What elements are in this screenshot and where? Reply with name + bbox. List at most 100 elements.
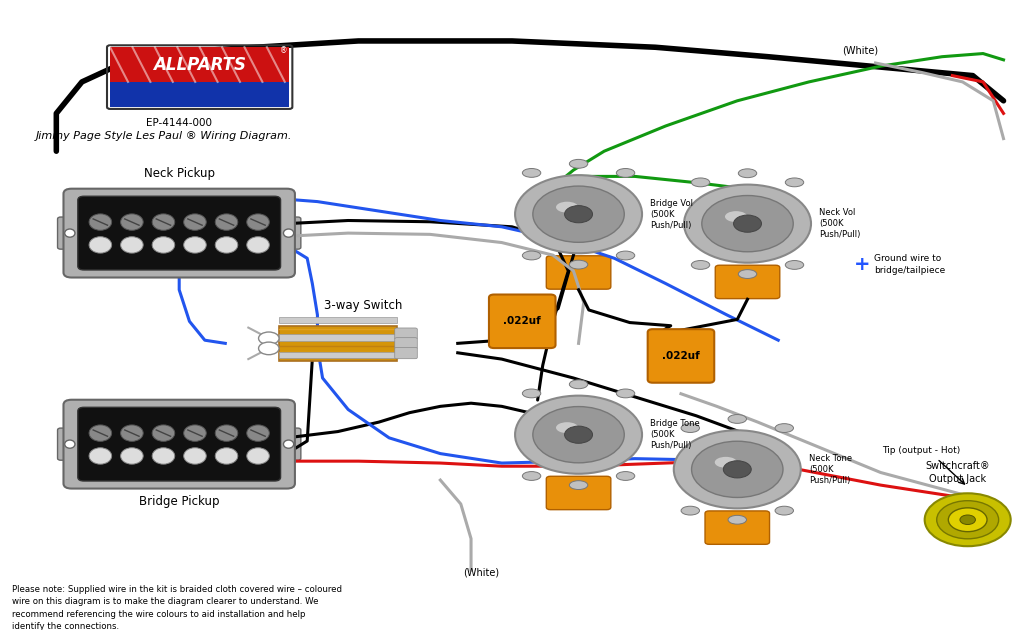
Ellipse shape (247, 237, 269, 253)
Text: Bridge Vol
(500K
Push/Pull): Bridge Vol (500K Push/Pull) (650, 198, 693, 230)
Ellipse shape (775, 507, 794, 515)
FancyBboxPatch shape (715, 265, 780, 299)
Ellipse shape (215, 448, 238, 464)
Circle shape (532, 186, 625, 243)
Ellipse shape (522, 251, 541, 260)
Bar (279, 317, 397, 323)
Ellipse shape (247, 425, 269, 441)
Circle shape (684, 185, 811, 263)
Ellipse shape (522, 168, 541, 177)
Ellipse shape (284, 440, 294, 449)
Ellipse shape (556, 202, 579, 213)
Circle shape (674, 430, 801, 508)
Text: Jimmy Page Style Les Paul ® Wiring Diagram.: Jimmy Page Style Les Paul ® Wiring Diagr… (36, 131, 292, 141)
Ellipse shape (183, 237, 206, 253)
Ellipse shape (89, 425, 112, 441)
FancyBboxPatch shape (78, 408, 281, 481)
Ellipse shape (183, 425, 206, 441)
Ellipse shape (616, 168, 635, 177)
Ellipse shape (785, 178, 804, 186)
Text: Neck Tone
(500K
Push/Pull): Neck Tone (500K Push/Pull) (809, 454, 852, 485)
Circle shape (564, 205, 593, 223)
FancyBboxPatch shape (547, 256, 610, 289)
FancyBboxPatch shape (63, 400, 295, 489)
FancyBboxPatch shape (57, 217, 82, 249)
FancyBboxPatch shape (547, 476, 610, 510)
Text: Neck Pickup: Neck Pickup (143, 167, 215, 180)
FancyBboxPatch shape (648, 329, 715, 382)
Circle shape (959, 515, 976, 525)
Text: +: + (854, 255, 870, 274)
Circle shape (515, 396, 642, 474)
Circle shape (925, 493, 1011, 546)
Ellipse shape (715, 457, 737, 468)
Text: ALLPARTS: ALLPARTS (154, 56, 246, 74)
Text: Bridge Tone
(500K
Push/Pull): Bridge Tone (500K Push/Pull) (650, 419, 700, 450)
Text: Bridge Pickup: Bridge Pickup (139, 495, 219, 508)
Text: .022uf: .022uf (504, 316, 541, 326)
Bar (279, 352, 397, 358)
FancyBboxPatch shape (395, 347, 418, 358)
Ellipse shape (569, 260, 588, 269)
Bar (279, 335, 397, 341)
Text: (White): (White) (463, 567, 500, 577)
Circle shape (723, 461, 752, 478)
Ellipse shape (153, 237, 175, 253)
Ellipse shape (775, 423, 794, 432)
Ellipse shape (247, 214, 269, 231)
Ellipse shape (556, 422, 579, 433)
Text: Switchcraft®
Output Jack: Switchcraft® Output Jack (925, 461, 990, 484)
FancyBboxPatch shape (57, 428, 82, 460)
Ellipse shape (215, 425, 238, 441)
Ellipse shape (569, 380, 588, 389)
Text: Please note: Supplied wire in the kit is braided cloth covered wire – coloured
w: Please note: Supplied wire in the kit is… (12, 585, 342, 630)
Ellipse shape (738, 270, 757, 278)
Ellipse shape (616, 472, 635, 481)
Ellipse shape (153, 425, 175, 441)
Ellipse shape (728, 515, 746, 524)
Ellipse shape (65, 440, 75, 449)
FancyBboxPatch shape (279, 326, 397, 360)
Ellipse shape (247, 448, 269, 464)
Circle shape (701, 195, 794, 252)
Circle shape (948, 508, 987, 532)
Ellipse shape (153, 214, 175, 231)
Bar (111, 82, 289, 107)
Ellipse shape (522, 472, 541, 481)
Text: ®: ® (281, 46, 288, 55)
Ellipse shape (681, 423, 699, 432)
Circle shape (564, 426, 593, 444)
Circle shape (691, 441, 783, 498)
Ellipse shape (215, 237, 238, 253)
Ellipse shape (284, 229, 294, 238)
Text: Neck Vol
(500K
Push/Pull): Neck Vol (500K Push/Pull) (819, 208, 860, 239)
Ellipse shape (121, 214, 143, 231)
Ellipse shape (183, 448, 206, 464)
FancyBboxPatch shape (395, 338, 418, 349)
Circle shape (733, 215, 762, 232)
Ellipse shape (616, 389, 635, 398)
Circle shape (937, 501, 998, 539)
Circle shape (515, 175, 642, 253)
Circle shape (258, 342, 279, 355)
Ellipse shape (89, 214, 112, 231)
Ellipse shape (121, 448, 143, 464)
Text: EP-4144-000: EP-4144-000 (146, 118, 212, 129)
Text: Ground wire to
bridge/tailpiece: Ground wire to bridge/tailpiece (874, 254, 946, 275)
Text: 3-way Switch: 3-way Switch (324, 299, 401, 312)
Ellipse shape (785, 261, 804, 270)
FancyBboxPatch shape (63, 189, 295, 277)
Ellipse shape (153, 448, 175, 464)
Text: (White): (White) (842, 45, 879, 55)
Ellipse shape (183, 214, 206, 231)
Ellipse shape (522, 389, 541, 398)
FancyBboxPatch shape (78, 197, 281, 270)
Ellipse shape (569, 159, 588, 168)
Ellipse shape (691, 178, 710, 186)
Bar (111, 47, 289, 82)
Ellipse shape (121, 425, 143, 441)
Ellipse shape (569, 481, 588, 490)
Ellipse shape (728, 415, 746, 423)
Ellipse shape (65, 229, 75, 238)
FancyBboxPatch shape (705, 511, 770, 544)
